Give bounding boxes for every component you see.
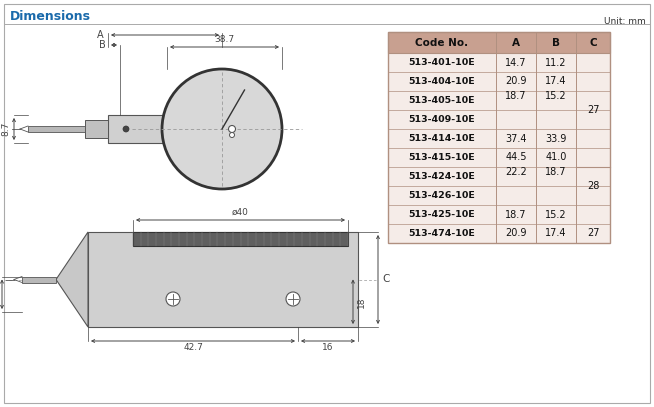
- Text: 18.7: 18.7: [506, 91, 526, 101]
- Text: C: C: [589, 37, 597, 48]
- Polygon shape: [56, 232, 88, 327]
- Text: Dimensions: Dimensions: [10, 10, 91, 23]
- Text: 17.4: 17.4: [545, 228, 567, 239]
- Text: B: B: [552, 37, 560, 48]
- Text: 18: 18: [357, 296, 366, 308]
- Bar: [108, 115, 167, 143]
- Bar: [388, 186, 610, 205]
- Text: 20.9: 20.9: [506, 228, 526, 239]
- Bar: [388, 224, 610, 243]
- Circle shape: [166, 292, 180, 306]
- Text: 27: 27: [587, 105, 599, 115]
- Text: 18.7: 18.7: [545, 167, 567, 177]
- Bar: [133, 232, 348, 246]
- Text: A: A: [512, 37, 520, 48]
- Text: 8.7: 8.7: [1, 122, 10, 136]
- Text: 513-409-10E: 513-409-10E: [409, 115, 475, 124]
- Text: 513-424-10E: 513-424-10E: [409, 172, 475, 181]
- Text: 513-405-10E: 513-405-10E: [409, 96, 475, 105]
- Bar: [85, 120, 108, 138]
- Text: B: B: [99, 40, 105, 50]
- Text: 16: 16: [322, 343, 334, 352]
- Bar: [388, 32, 610, 53]
- Text: 15.2: 15.2: [545, 210, 567, 219]
- Text: 18.7: 18.7: [506, 210, 526, 219]
- Bar: [388, 110, 610, 129]
- Text: 513-401-10E: 513-401-10E: [409, 58, 475, 67]
- Text: 513-414-10E: 513-414-10E: [409, 134, 475, 143]
- Text: A: A: [97, 30, 103, 40]
- Bar: [388, 32, 610, 243]
- Bar: [388, 205, 610, 224]
- Bar: [22, 276, 56, 282]
- Bar: [388, 167, 610, 186]
- Text: 17.4: 17.4: [545, 77, 567, 87]
- Text: 513-474-10E: 513-474-10E: [409, 229, 475, 238]
- Text: 44.5: 44.5: [506, 153, 526, 162]
- Text: 513-425-10E: 513-425-10E: [409, 210, 475, 219]
- Text: 28: 28: [587, 181, 599, 191]
- Bar: [388, 91, 610, 110]
- Text: 11.2: 11.2: [545, 57, 567, 68]
- Bar: [388, 148, 610, 167]
- Bar: [388, 72, 610, 91]
- Text: 14.7: 14.7: [506, 57, 526, 68]
- Circle shape: [228, 125, 235, 133]
- Bar: [388, 53, 610, 72]
- Bar: [28, 126, 85, 132]
- Text: 38.7: 38.7: [215, 35, 235, 44]
- Circle shape: [230, 133, 235, 138]
- Text: 15.2: 15.2: [545, 91, 567, 101]
- Text: 513-426-10E: 513-426-10E: [409, 191, 475, 200]
- Text: 33.9: 33.9: [545, 133, 566, 144]
- Text: Code No.: Code No.: [415, 37, 468, 48]
- Text: 37.4: 37.4: [506, 133, 526, 144]
- Text: C: C: [382, 274, 389, 284]
- Text: 513-404-10E: 513-404-10E: [409, 77, 475, 86]
- Text: ø40: ø40: [232, 208, 249, 217]
- Text: 27: 27: [587, 228, 599, 239]
- Text: 41.0: 41.0: [545, 153, 566, 162]
- Circle shape: [162, 69, 282, 189]
- Circle shape: [286, 292, 300, 306]
- Bar: [88, 232, 358, 327]
- Text: Unit: mm: Unit: mm: [604, 17, 646, 26]
- Text: 22.2: 22.2: [505, 167, 527, 177]
- Text: 513-415-10E: 513-415-10E: [409, 153, 475, 162]
- Bar: [388, 129, 610, 148]
- Text: 20.9: 20.9: [506, 77, 526, 87]
- Circle shape: [123, 126, 129, 132]
- Text: 42.7: 42.7: [183, 343, 203, 352]
